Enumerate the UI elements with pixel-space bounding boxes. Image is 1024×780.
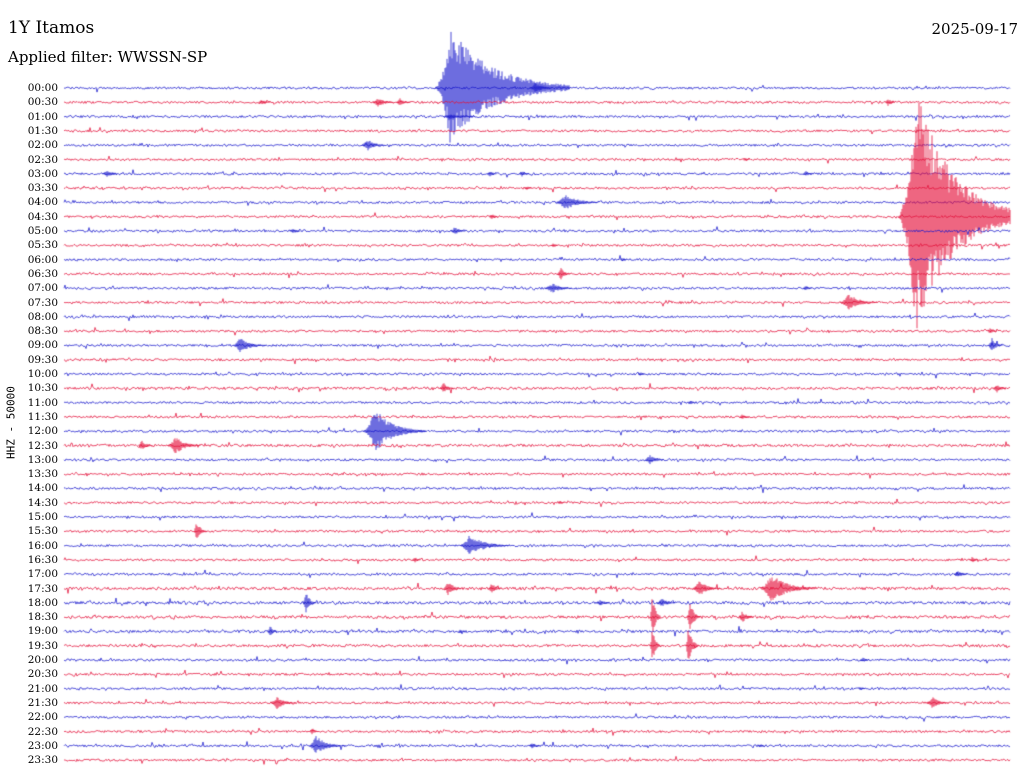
time-label: 01:00 xyxy=(27,110,58,123)
time-label: 09:00 xyxy=(27,339,58,352)
time-label: 11:30 xyxy=(27,410,58,423)
time-label: 00:30 xyxy=(27,96,58,109)
date-label: 2025-09-17 xyxy=(931,20,1018,38)
time-label: 06:30 xyxy=(27,267,58,280)
time-label: 05:30 xyxy=(27,239,58,252)
time-label: 22:30 xyxy=(27,725,58,738)
time-label: 15:00 xyxy=(27,511,58,523)
time-label: 23:00 xyxy=(27,739,58,752)
time-label: 08:00 xyxy=(27,310,58,323)
time-label: 19:00 xyxy=(27,625,58,638)
filter-label: Applied filter: WWSSN-SP xyxy=(8,48,208,66)
time-label: 20:30 xyxy=(27,668,58,681)
time-label: 14:00 xyxy=(27,482,58,495)
time-label: 20:00 xyxy=(27,654,58,666)
time-label: 07:30 xyxy=(27,296,58,309)
time-label: 12:30 xyxy=(27,439,58,452)
time-label: 10:30 xyxy=(27,382,58,395)
time-label: 13:30 xyxy=(27,468,58,481)
time-label: 16:00 xyxy=(27,539,58,552)
time-label: 12:00 xyxy=(27,425,58,438)
time-label: 21:00 xyxy=(27,682,58,695)
time-label: 00:00 xyxy=(27,82,58,94)
time-label: 06:00 xyxy=(27,253,58,266)
time-label: 04:30 xyxy=(27,210,58,223)
time-label: 18:00 xyxy=(27,596,58,609)
time-label: 22:00 xyxy=(27,711,58,724)
time-label: 15:30 xyxy=(27,525,58,538)
time-label: 04:00 xyxy=(27,196,58,209)
time-label: 03:30 xyxy=(27,182,58,195)
time-label: 03:00 xyxy=(27,167,58,180)
time-label: 11:00 xyxy=(27,396,58,409)
time-label: 18:30 xyxy=(27,611,58,624)
time-label: 21:30 xyxy=(27,696,58,709)
station-title: 1Y Itamos xyxy=(8,18,95,38)
time-label: 14:30 xyxy=(27,496,58,509)
time-label: 17:30 xyxy=(27,582,58,595)
time-label: 23:30 xyxy=(27,754,58,767)
time-label: 16:30 xyxy=(27,553,58,566)
time-label: 08:30 xyxy=(27,325,58,338)
time-label: 02:30 xyxy=(27,153,58,166)
time-label: 10:00 xyxy=(27,368,58,380)
time-label: 09:30 xyxy=(27,353,58,366)
time-label: 07:00 xyxy=(27,282,58,295)
time-label: 05:00 xyxy=(27,225,58,237)
time-label: 17:00 xyxy=(27,568,58,581)
time-label: 19:30 xyxy=(27,639,58,652)
time-label: 13:00 xyxy=(27,453,58,466)
time-label: 02:00 xyxy=(27,139,58,152)
time-label: 01:30 xyxy=(27,124,58,137)
